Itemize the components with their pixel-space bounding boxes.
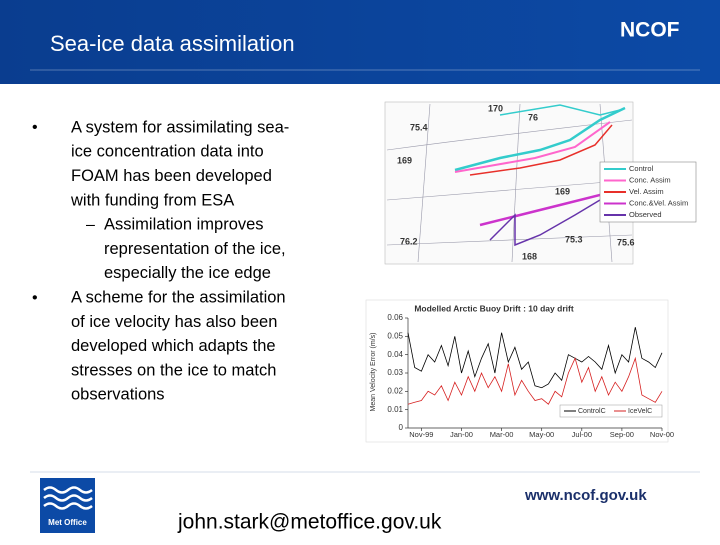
bullet-line: stresses on the ice to match (71, 361, 276, 379)
legend-label: ControlC (578, 408, 606, 415)
bullet-marker: • (32, 289, 38, 306)
y-axis-label: Mean Velocity Error (m/s) (370, 333, 377, 412)
bullet-line: A system for assimilating sea- (71, 118, 289, 136)
chart-legend-box (559, 404, 663, 418)
series-line (407, 356, 663, 405)
y-tick-label: 0.05 (387, 331, 403, 340)
y-tick-label: 0.06 (387, 313, 403, 322)
track-vel (469, 124, 613, 176)
chart-title: Modelled Arctic Buoy Drift : 10 day drif… (414, 303, 573, 313)
y-tick-label: 0.01 (387, 405, 403, 414)
track-control (454, 106, 626, 172)
bullet-line: ice concentration data into (71, 143, 264, 161)
buoy-chart: Modelled Arctic Buoy Drift : 10 day drif… (365, 299, 674, 443)
bullet-line: observations (71, 386, 165, 404)
metoffice-logo-text: Met Office (48, 518, 87, 527)
x-tick-label: Mar-00 (490, 430, 514, 439)
track-conc (454, 121, 611, 173)
x-tick-label: Nov-99 (409, 430, 433, 439)
y-tick-label: 0.03 (387, 368, 403, 377)
bullet-line: especially the ice edge (104, 264, 271, 282)
map-label: 75.6 (617, 237, 635, 247)
y-tick-label: 0.02 (387, 386, 403, 395)
series-line (407, 327, 663, 389)
map-label: 75.4 (410, 122, 428, 132)
footer-email: john.stark@metoffice.gov.uk (177, 511, 442, 534)
slide-title: Sea-ice data assimilation (50, 31, 295, 56)
y-tick-label: 0.04 (387, 350, 403, 359)
legend-label: Vel. Assim (629, 187, 664, 196)
bullet-marker: • (32, 119, 38, 136)
bullet-line: developed which adapts the (71, 337, 276, 355)
map-label: 75.3 (565, 234, 583, 244)
bullet-line: with funding from ESA (70, 191, 234, 209)
track-control-2 (499, 104, 621, 116)
chart-frame (365, 299, 669, 443)
legend-label: Observed (629, 210, 662, 219)
logo-waves (43, 486, 93, 510)
map-legend: Control Conc. Assim Vel. Assim Conc.&Vel. A… (604, 164, 688, 219)
map-label: 168 (522, 251, 537, 261)
track-observed (489, 199, 601, 247)
map-label: 76.2 (400, 236, 418, 246)
map-label: 169 (555, 186, 570, 196)
x-tick-label: Sep-00 (610, 430, 634, 439)
bullet-line: representation of the ice, (104, 240, 286, 258)
x-tick-label: May-00 (529, 430, 554, 439)
legend-label: Control (629, 164, 654, 173)
map-label: 169 (397, 155, 412, 165)
dash-marker: – (86, 216, 95, 233)
legend-label: IceVelC (628, 408, 652, 415)
ncof-logo: NCOF (620, 19, 680, 42)
map-labels: 170 75.4 76 169 169 76.2 168 75.3 75.6 (397, 103, 635, 261)
bullet-line: Assimilation improves (104, 216, 264, 234)
x-tick-label: Jan-00 (450, 430, 473, 439)
bullet-line: A scheme for the assimilation (71, 288, 286, 306)
bullet-line: FOAM has been developed (71, 167, 272, 185)
map-label: 170 (488, 103, 503, 113)
bullet-line: of ice velocity has also been (71, 313, 277, 331)
map-label: 76 (528, 112, 538, 122)
legend-label: Conc. Assim (629, 175, 671, 184)
legend-label: Conc.&Vel. Assim (629, 198, 688, 207)
x-tick-label: Jul-00 (572, 430, 592, 439)
x-tick-label: Nov-00 (650, 430, 674, 439)
y-tick-label: 0 (399, 423, 404, 432)
bullet-list: • A system for assimilating sea-ice conce… (32, 118, 289, 403)
footer-url: www.ncof.gov.uk (524, 487, 647, 504)
